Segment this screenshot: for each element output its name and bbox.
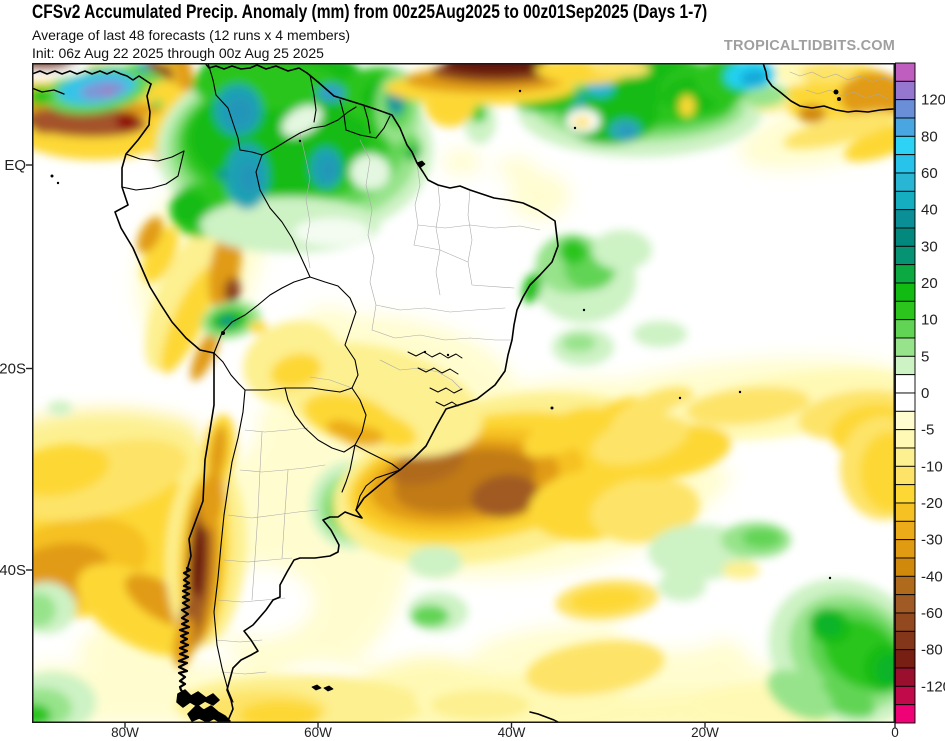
svg-text:30: 30 bbox=[921, 238, 938, 255]
svg-text:-60: -60 bbox=[921, 605, 943, 622]
svg-text:40S: 40S bbox=[0, 562, 26, 579]
svg-text:-80: -80 bbox=[921, 642, 943, 659]
svg-text:0: 0 bbox=[921, 385, 929, 402]
svg-text:80: 80 bbox=[921, 128, 938, 145]
svg-text:-120: -120 bbox=[921, 678, 945, 695]
svg-text:120: 120 bbox=[921, 92, 945, 109]
svg-text:5: 5 bbox=[921, 348, 929, 365]
svg-text:40: 40 bbox=[921, 202, 938, 219]
svg-text:20W: 20W bbox=[691, 725, 719, 740]
svg-text:20S: 20S bbox=[0, 361, 26, 378]
svg-text:-40: -40 bbox=[921, 568, 943, 585]
svg-text:-30: -30 bbox=[921, 532, 943, 549]
svg-text:80W: 80W bbox=[111, 725, 139, 740]
svg-text:-20: -20 bbox=[921, 495, 943, 512]
svg-text:-10: -10 bbox=[921, 458, 943, 475]
svg-text:EQ: EQ bbox=[4, 157, 26, 174]
svg-text:-5: -5 bbox=[921, 422, 934, 439]
svg-text:20: 20 bbox=[921, 275, 938, 292]
svg-text:60W: 60W bbox=[304, 725, 332, 740]
svg-text:60: 60 bbox=[921, 165, 938, 182]
svg-text:10: 10 bbox=[921, 312, 938, 329]
svg-text:0: 0 bbox=[891, 725, 899, 740]
svg-text:40W: 40W bbox=[498, 725, 526, 740]
